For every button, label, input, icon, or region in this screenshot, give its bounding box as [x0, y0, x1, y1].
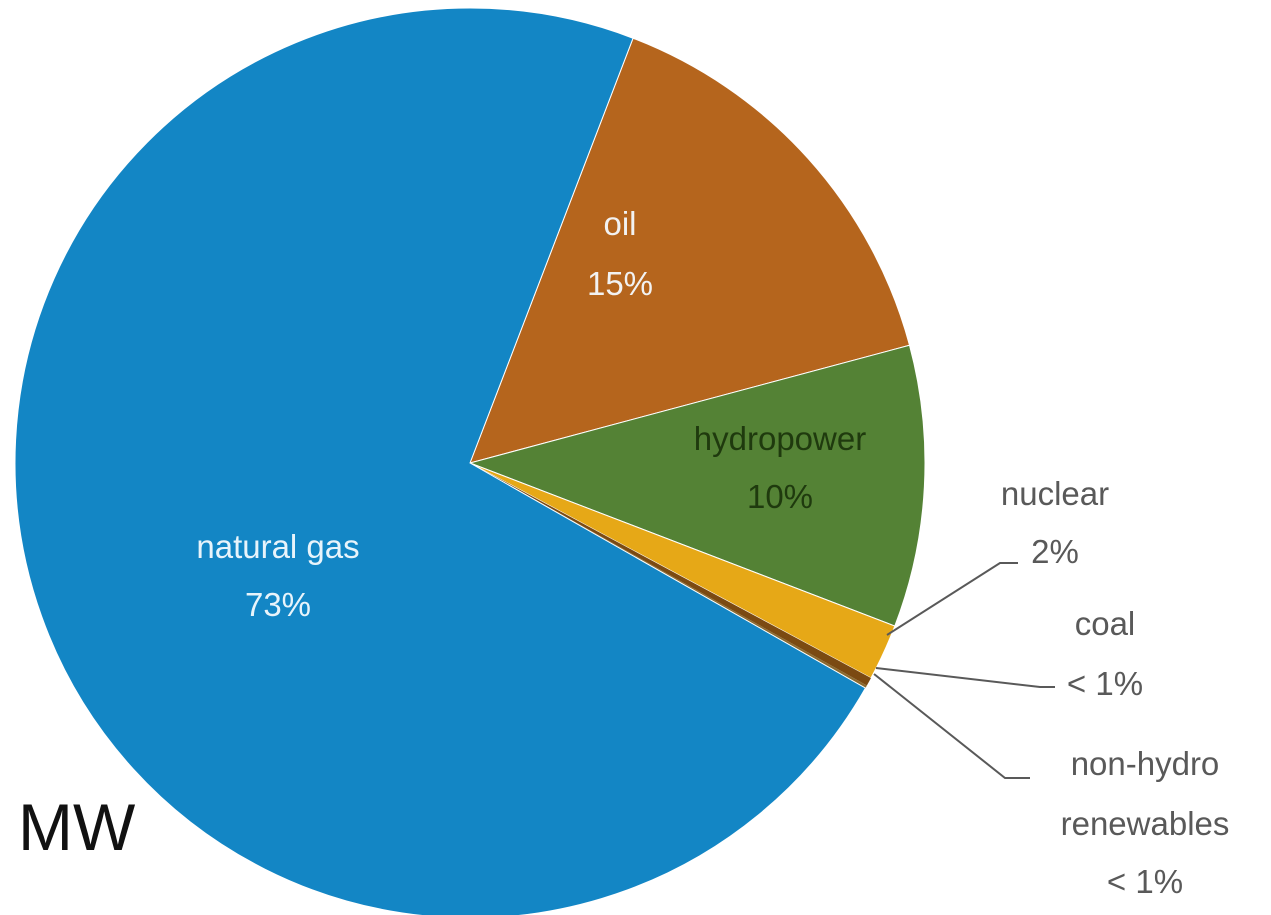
unit-label: MW: [18, 790, 136, 864]
label-natural-gas: natural gas: [196, 528, 359, 565]
slice-oil: [469, 37, 911, 464]
slice-nuclear: [469, 462, 896, 679]
slice-hydropower: [468, 344, 926, 627]
label-oil: oil: [603, 205, 636, 242]
pct-non-hydro-renewables: < 1%: [1107, 863, 1183, 900]
label-non-hydro: non-hydro: [1071, 745, 1220, 782]
leader-line-non-hydro-renewables: [873, 673, 1030, 779]
slice-coal: [470, 463, 871, 686]
pie-slices: [14, 7, 926, 915]
label-renewables: renewables: [1061, 805, 1230, 842]
leader-line-nuclear: [886, 562, 1018, 636]
pct-oil: 15%: [587, 265, 653, 302]
slice-natural-gas: [14, 7, 867, 915]
pct-coal: < 1%: [1067, 665, 1143, 702]
pct-natural-gas: 73%: [245, 586, 311, 623]
pct-nuclear: 2%: [1031, 533, 1079, 570]
leader-line-coal: [875, 667, 1055, 688]
pct-hydropower: 10%: [747, 478, 813, 515]
label-nuclear: nuclear: [1001, 475, 1109, 512]
label-hydropower: hydropower: [694, 420, 866, 457]
label-coal: coal: [1075, 605, 1136, 642]
